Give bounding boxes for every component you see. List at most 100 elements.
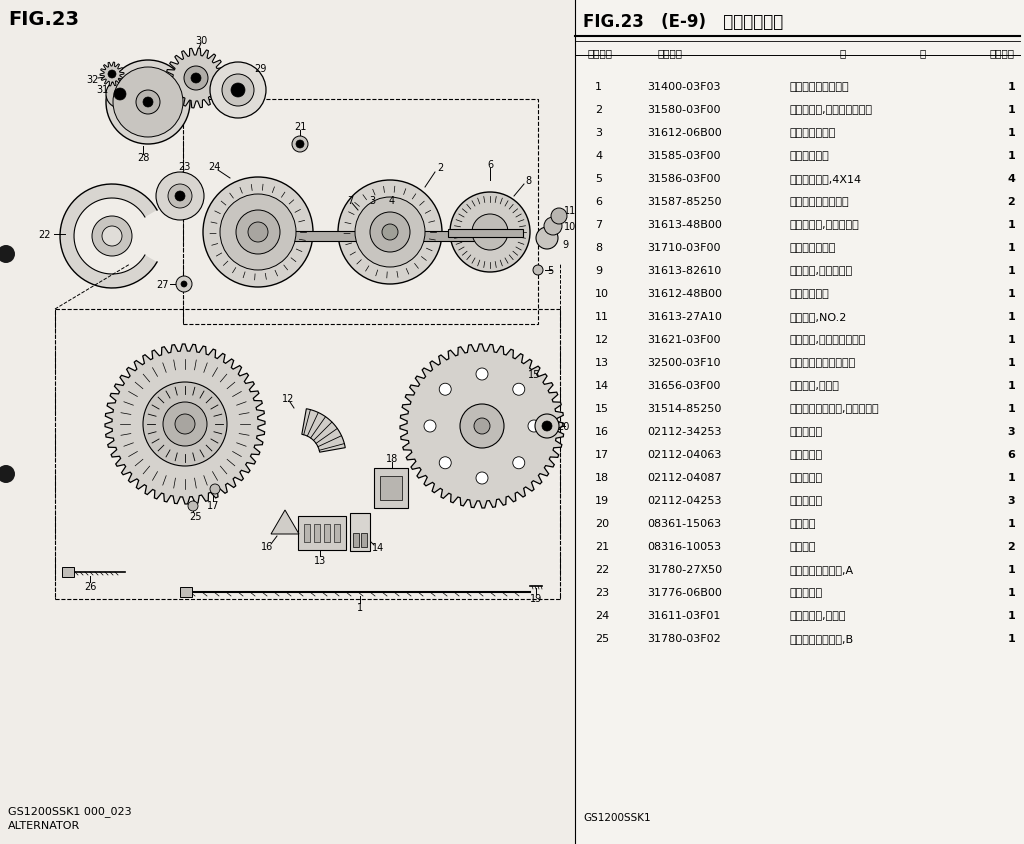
Text: 02112-04063: 02112-04063 xyxy=(647,450,721,459)
Circle shape xyxy=(156,173,204,221)
Circle shape xyxy=(513,457,524,469)
Circle shape xyxy=(476,473,488,484)
Circle shape xyxy=(92,217,132,257)
Circle shape xyxy=(106,61,190,145)
FancyBboxPatch shape xyxy=(361,533,367,548)
Text: 08361-15063: 08361-15063 xyxy=(647,518,721,528)
Circle shape xyxy=(191,74,201,84)
Text: 31710-03F00: 31710-03F00 xyxy=(647,243,721,252)
Circle shape xyxy=(168,185,193,208)
FancyBboxPatch shape xyxy=(380,476,402,500)
Text: 3: 3 xyxy=(369,196,375,206)
Text: 31585-03F00: 31585-03F00 xyxy=(647,151,721,161)
Text: 20: 20 xyxy=(557,421,569,431)
Circle shape xyxy=(175,414,195,435)
Text: 3: 3 xyxy=(1008,495,1015,506)
Text: ・ロータアッシ: ・ロータアッシ xyxy=(790,243,837,252)
Circle shape xyxy=(184,67,208,91)
Circle shape xyxy=(534,266,543,276)
Text: ・・ベアリング: ・・ベアリング xyxy=(790,127,837,138)
Text: 24: 24 xyxy=(208,162,220,172)
Text: ・サービスキット,A: ・サービスキット,A xyxy=(790,565,854,574)
Text: 25: 25 xyxy=(188,511,202,522)
Text: 1: 1 xyxy=(1008,127,1015,138)
Text: 31580-03F00: 31580-03F00 xyxy=(647,105,721,115)
Text: 8: 8 xyxy=(595,243,602,252)
Bar xyxy=(0,0,575,844)
Text: 31611-03F01: 31611-03F01 xyxy=(647,610,720,620)
FancyBboxPatch shape xyxy=(298,517,346,550)
Text: GS1200SSK1 000_023: GS1200SSK1 000_023 xyxy=(8,805,132,816)
Text: 24: 24 xyxy=(595,610,609,620)
Text: ・スクリュ: ・スクリュ xyxy=(790,495,823,506)
Text: 20: 20 xyxy=(595,518,609,528)
Text: 14: 14 xyxy=(595,381,609,391)
Text: ・カバー,ベアリング: ・カバー,ベアリング xyxy=(790,266,853,276)
Text: 13: 13 xyxy=(314,555,326,565)
Polygon shape xyxy=(400,344,564,508)
Text: 31612-06B00: 31612-06B00 xyxy=(647,127,722,138)
Text: 8: 8 xyxy=(525,176,531,186)
Text: 32: 32 xyxy=(86,75,98,85)
Text: 1: 1 xyxy=(595,82,602,92)
Text: FIG.23   (E-9)   オルタネータ: FIG.23 (E-9) オルタネータ xyxy=(583,13,783,31)
Circle shape xyxy=(439,384,452,396)
Circle shape xyxy=(424,420,436,432)
FancyBboxPatch shape xyxy=(314,524,321,543)
Text: 31621-03F00: 31621-03F00 xyxy=(647,334,721,344)
Text: 31587-85250: 31587-85250 xyxy=(647,197,722,207)
Text: 31612-48B00: 31612-48B00 xyxy=(647,289,722,299)
Text: 1: 1 xyxy=(357,603,364,612)
Circle shape xyxy=(460,404,504,448)
Text: ・サービスキット,B: ・サービスキット,B xyxy=(790,633,854,643)
Text: FIG.23: FIG.23 xyxy=(8,10,79,29)
Circle shape xyxy=(231,84,245,98)
Text: 9: 9 xyxy=(595,266,602,276)
Text: 1: 1 xyxy=(1008,403,1015,414)
Text: 3: 3 xyxy=(1008,426,1015,436)
Text: 10: 10 xyxy=(595,289,609,299)
Circle shape xyxy=(114,89,126,101)
Text: 31514-85250: 31514-85250 xyxy=(647,403,721,414)
Text: 14: 14 xyxy=(372,543,384,552)
Polygon shape xyxy=(302,409,345,452)
Text: 1: 1 xyxy=(1008,311,1015,322)
Text: 2: 2 xyxy=(595,105,602,115)
Circle shape xyxy=(0,246,15,263)
Text: 1: 1 xyxy=(1008,518,1015,528)
Text: 1: 1 xyxy=(1008,473,1015,483)
Text: 4: 4 xyxy=(595,151,602,161)
Text: 31613-27A10: 31613-27A10 xyxy=(647,311,722,322)
Text: 21: 21 xyxy=(595,541,609,551)
Text: 22: 22 xyxy=(595,565,609,574)
Text: 1: 1 xyxy=(1008,381,1015,391)
FancyBboxPatch shape xyxy=(350,513,370,551)
Text: 6: 6 xyxy=(1008,450,1015,459)
Text: ALTERNATOR: ALTERNATOR xyxy=(8,820,80,830)
Polygon shape xyxy=(100,63,124,87)
Circle shape xyxy=(292,137,308,153)
Text: ・ホルダ,ブラシ: ・ホルダ,ブラシ xyxy=(790,381,840,391)
Text: 31776-06B00: 31776-06B00 xyxy=(647,587,722,598)
Circle shape xyxy=(143,98,153,108)
FancyBboxPatch shape xyxy=(449,230,523,238)
Circle shape xyxy=(106,81,134,109)
Circle shape xyxy=(222,75,254,107)
Circle shape xyxy=(143,382,227,467)
Text: 15: 15 xyxy=(527,370,541,380)
Circle shape xyxy=(382,225,398,241)
Text: ・レギュレータアッシ: ・レギュレータアッシ xyxy=(790,358,856,368)
Text: 2: 2 xyxy=(1008,541,1015,551)
Text: 品: 品 xyxy=(840,48,846,58)
Text: 1: 1 xyxy=(1008,105,1015,115)
Circle shape xyxy=(102,227,122,246)
FancyBboxPatch shape xyxy=(180,587,193,598)
Text: 1: 1 xyxy=(1008,633,1015,643)
Text: 02112-04253: 02112-04253 xyxy=(647,495,722,506)
Circle shape xyxy=(210,63,266,119)
Circle shape xyxy=(536,228,558,250)
Circle shape xyxy=(544,218,562,235)
Circle shape xyxy=(439,457,452,469)
Text: 26: 26 xyxy=(84,582,96,592)
Text: 16: 16 xyxy=(261,541,273,551)
